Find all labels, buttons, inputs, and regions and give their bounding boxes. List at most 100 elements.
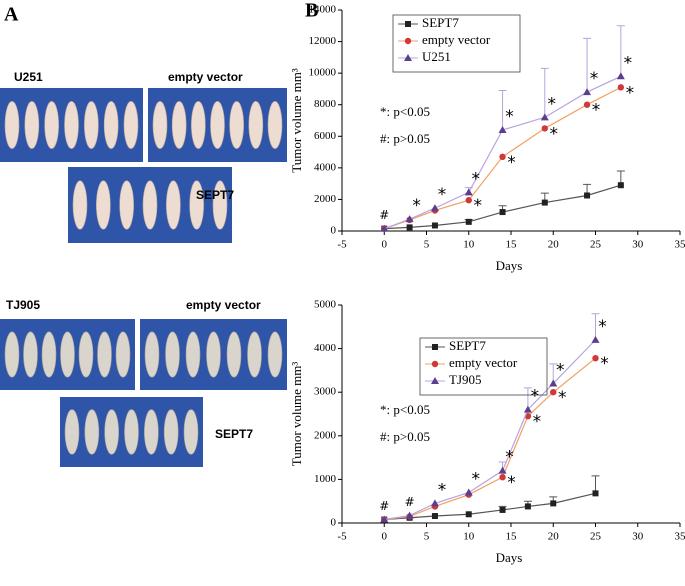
marker bbox=[404, 54, 412, 61]
annotation: #: p>0.05 bbox=[380, 429, 430, 444]
marker bbox=[592, 354, 599, 362]
significance-mark: * bbox=[438, 185, 447, 205]
marker bbox=[430, 204, 439, 212]
series-line bbox=[384, 357, 596, 521]
significance-mark: * bbox=[548, 94, 557, 114]
marker bbox=[431, 513, 438, 520]
significance-mark: * bbox=[624, 53, 633, 73]
photo-label: TJ905 bbox=[6, 298, 40, 312]
photo-mouse bbox=[267, 331, 283, 378]
photo-mouse bbox=[144, 409, 159, 455]
marker bbox=[550, 389, 557, 396]
marker bbox=[464, 188, 473, 196]
photo-mouse bbox=[185, 331, 201, 378]
photo-mouse bbox=[72, 180, 88, 230]
significance-mark: * bbox=[592, 101, 601, 121]
photo-mouse bbox=[64, 101, 79, 149]
x-tick-label: 25 bbox=[590, 531, 602, 543]
legend-label: SEPT7 bbox=[422, 15, 459, 30]
marker bbox=[499, 506, 506, 513]
significance-mark: * bbox=[472, 169, 481, 189]
photo-mouse bbox=[84, 409, 100, 455]
photo-mouse bbox=[183, 409, 199, 455]
marker bbox=[431, 222, 438, 229]
photo-mouse bbox=[24, 101, 40, 149]
photo-mouse bbox=[115, 331, 131, 378]
significance-mark: * bbox=[600, 354, 609, 374]
marker bbox=[380, 515, 389, 523]
y-axis-label: Tumor volume mm³ bbox=[289, 68, 304, 173]
x-tick-label: 25 bbox=[590, 239, 602, 251]
photo-mouse bbox=[119, 180, 134, 230]
error-bar bbox=[583, 37, 592, 93]
marker bbox=[499, 209, 506, 216]
photo-mouse bbox=[142, 180, 158, 230]
series-line bbox=[384, 492, 596, 521]
panel-label: B bbox=[305, 0, 318, 22]
series-line bbox=[384, 75, 622, 230]
x-tick-label: 30 bbox=[632, 239, 644, 251]
y-tick-label: 14000 bbox=[309, 4, 337, 16]
legend-label: SEPT7 bbox=[449, 338, 486, 353]
y-tick-label: 2000 bbox=[314, 193, 337, 205]
photo-mouse bbox=[103, 101, 119, 149]
photo-label: empty vector bbox=[186, 298, 261, 312]
x-tick-label: 15 bbox=[506, 239, 518, 251]
photo-mouse bbox=[41, 331, 57, 378]
marker bbox=[583, 101, 591, 108]
marker bbox=[405, 511, 414, 519]
y-tick-label: 5000 bbox=[314, 299, 337, 311]
photo-mouse bbox=[212, 180, 228, 230]
x-tick-label: 0 bbox=[382, 239, 388, 251]
marker bbox=[592, 490, 599, 497]
x-tick-label: 10 bbox=[463, 239, 475, 251]
marker bbox=[617, 84, 625, 91]
y-tick-label: 3000 bbox=[314, 386, 337, 398]
marker bbox=[583, 88, 592, 96]
marker bbox=[405, 215, 414, 223]
marker bbox=[464, 488, 473, 496]
marker bbox=[430, 499, 439, 507]
marker bbox=[431, 360, 439, 368]
significance-mark: # bbox=[379, 208, 389, 222]
x-tick-label: 10 bbox=[463, 531, 475, 543]
error-bar bbox=[616, 25, 625, 77]
x-tick-label: 5 bbox=[424, 239, 430, 251]
marker bbox=[432, 344, 438, 350]
photo-mouse bbox=[248, 101, 264, 149]
legend-box bbox=[419, 337, 548, 396]
y-tick-label: 12000 bbox=[309, 35, 337, 47]
annotation: #: p>0.05 bbox=[380, 131, 430, 146]
legend-box bbox=[392, 14, 521, 73]
significance-mark: * bbox=[556, 360, 565, 380]
photo-mouse bbox=[165, 331, 180, 378]
significance-mark: * bbox=[590, 69, 599, 89]
marker bbox=[499, 474, 506, 481]
y-axis-label: Tumor volume mm³ bbox=[289, 362, 304, 467]
legend-label: empty vector bbox=[449, 355, 518, 370]
x-tick-label: 5 bbox=[424, 531, 430, 543]
marker bbox=[406, 224, 413, 231]
x-tick-label: 20 bbox=[548, 531, 560, 543]
marker bbox=[404, 37, 412, 45]
marker bbox=[465, 218, 472, 225]
marker bbox=[550, 500, 557, 507]
significance-mark: * bbox=[474, 196, 483, 216]
marker bbox=[499, 153, 506, 161]
significance-mark: # bbox=[405, 495, 415, 509]
photo-label: SEPT7 bbox=[196, 188, 234, 202]
photo-mouse bbox=[123, 101, 139, 149]
x-axis-label: Days bbox=[496, 550, 523, 565]
significance-mark: * bbox=[558, 388, 567, 408]
photo-mouse bbox=[210, 101, 225, 149]
photo-mouse bbox=[97, 331, 112, 378]
y-tick-label: 1000 bbox=[314, 473, 337, 485]
y-tick-label: 10000 bbox=[309, 67, 337, 79]
marker bbox=[498, 466, 507, 474]
photo-mouse bbox=[124, 409, 139, 455]
annotation: *: p<0.05 bbox=[380, 402, 430, 417]
y-tick-label: 4000 bbox=[314, 342, 337, 354]
y-tick-label: 6000 bbox=[314, 130, 337, 142]
error-bar bbox=[591, 313, 600, 340]
